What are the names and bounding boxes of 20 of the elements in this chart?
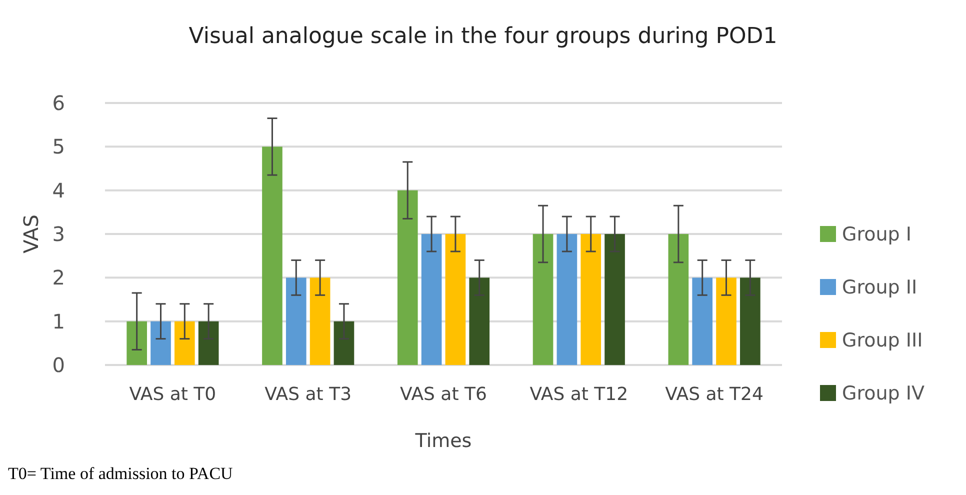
y-tick-label: 2: [52, 266, 65, 290]
y-tick-label: 3: [52, 222, 65, 246]
y-tick-label: 6: [52, 91, 65, 115]
chart-title: Visual analogue scale in the four groups during POD1: [188, 24, 778, 49]
x-axis-title: Times: [414, 430, 472, 452]
y-tick-label: 0: [52, 353, 65, 377]
text: T0= Time of admission to PACU: [8, 464, 233, 483]
y-tick-label: 1: [52, 309, 65, 334]
x-tick-label: VAS at T6: [400, 384, 487, 405]
y-tick-label: 5: [52, 134, 65, 159]
legend-label: Group III: [842, 330, 923, 352]
y-axis-title: VAS: [19, 214, 43, 254]
x-tick-label: VAS at T12: [530, 384, 628, 405]
legend-label: Group I: [842, 224, 912, 246]
legend-label: Group II: [842, 276, 918, 299]
x-tick-label: VAS at T3: [264, 384, 352, 405]
x-tick-label: VAS at T0: [129, 384, 216, 405]
legend-label: Group IV: [842, 382, 924, 405]
x-tick-label: VAS at T24: [665, 384, 764, 405]
y-tick-label: 4: [52, 178, 65, 202]
